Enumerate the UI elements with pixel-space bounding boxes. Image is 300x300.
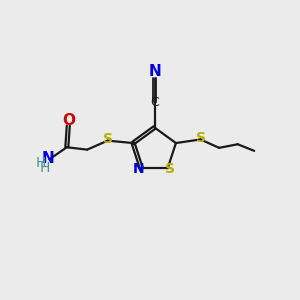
Text: N: N bbox=[133, 162, 145, 176]
Text: S: S bbox=[165, 162, 175, 176]
Text: S: S bbox=[196, 130, 206, 145]
Text: H: H bbox=[40, 161, 50, 175]
Text: C: C bbox=[150, 95, 159, 109]
Text: N: N bbox=[148, 64, 161, 80]
Text: O: O bbox=[62, 113, 75, 128]
Text: S: S bbox=[103, 132, 112, 146]
Text: H: H bbox=[35, 156, 46, 170]
Text: N: N bbox=[41, 151, 54, 166]
